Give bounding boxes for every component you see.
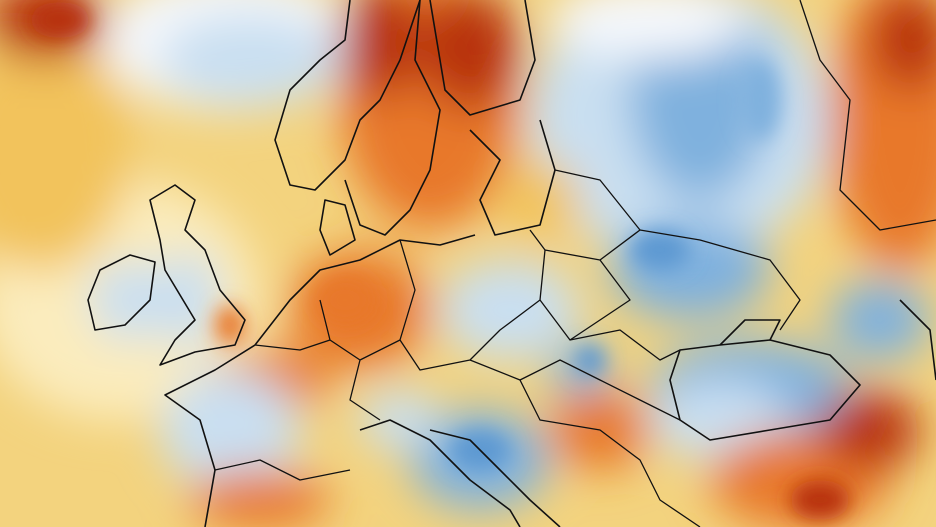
anomaly-patch-blue	[830, 280, 930, 360]
coast-norway	[274, 0, 421, 191]
anomaly-patch-deep-red	[820, 390, 920, 470]
anomaly-patch-light-blue	[160, 370, 300, 490]
coast-ireland	[87, 254, 156, 331]
coastlines	[87, 0, 936, 527]
anomaly-patch-light-blue	[440, 260, 580, 360]
coast-adriatic	[429, 429, 561, 527]
anomaly-patch-deep-blue	[630, 230, 690, 270]
coast-france-west	[164, 344, 256, 527]
anomaly-patch-deep-red	[30, 2, 90, 38]
anomaly-patch-deep-red	[790, 480, 850, 520]
coast-continent-north	[254, 234, 476, 346]
coast-great-britain	[149, 184, 246, 366]
border	[539, 299, 681, 361]
coast-azov	[719, 319, 781, 346]
border	[799, 0, 936, 231]
coast-finland	[429, 0, 536, 116]
anomaly-patch-deep-red	[870, 0, 936, 90]
coast-caspian	[899, 299, 936, 381]
anomaly-patch-light-blue	[160, 15, 340, 105]
anomaly-patch-orange	[190, 470, 330, 527]
border	[319, 299, 401, 421]
anomaly-patch-light-blue	[160, 250, 220, 350]
coast-italy	[359, 419, 521, 527]
border	[469, 359, 681, 421]
anomaly-patch-white	[550, 0, 750, 60]
anomaly-patch-light-blue	[360, 390, 440, 450]
coast-black-sea	[669, 339, 861, 441]
border	[519, 379, 701, 527]
anomaly-patch-yellow	[0, 30, 130, 270]
anomaly-patch-orange	[215, 305, 245, 345]
anomaly-patch-deep-red	[420, 0, 520, 110]
coast-denmark	[319, 199, 356, 256]
anomaly-patch-orange	[315, 275, 375, 325]
border	[554, 169, 641, 341]
anomaly-patch-yellow	[500, 160, 580, 240]
anomaly-patch-deep-red	[340, 0, 420, 100]
border	[214, 339, 351, 481]
anomaly-patch-light-blue	[90, 260, 170, 340]
anomaly-patch-deep-blue	[575, 345, 605, 375]
anomaly-patch-blue	[740, 60, 780, 140]
borders	[214, 0, 936, 527]
coast-sweden	[344, 0, 441, 236]
